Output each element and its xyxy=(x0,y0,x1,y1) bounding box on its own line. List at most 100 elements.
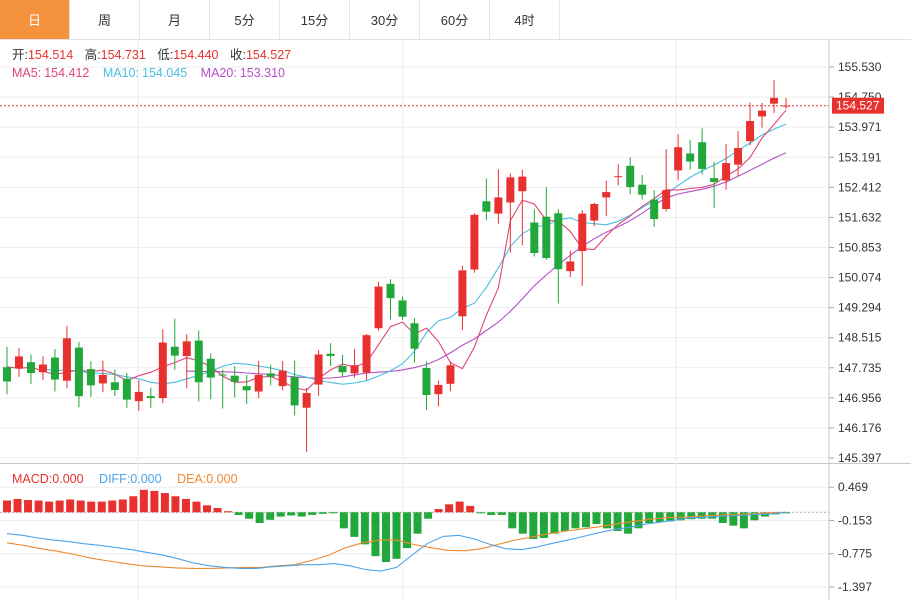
macd-histogram-bar xyxy=(466,505,475,513)
macd-histogram-bar xyxy=(139,489,148,513)
candle-body xyxy=(398,300,407,317)
candle-body xyxy=(362,335,371,373)
main-tick-label: 146.176 xyxy=(838,421,882,435)
candle-body xyxy=(698,142,707,169)
candle-body xyxy=(110,382,119,390)
dea-label: DEA: xyxy=(177,472,206,486)
candle-body xyxy=(374,286,383,329)
macd-histogram-bar xyxy=(45,501,54,513)
macd-histogram-bar xyxy=(508,512,517,529)
main-tick-label: 151.632 xyxy=(838,210,882,224)
macd-tick-label: -0.775 xyxy=(838,547,872,561)
close-label: 收: xyxy=(230,48,246,62)
candle-body xyxy=(494,197,503,214)
candle-body xyxy=(578,213,587,252)
macd-histogram-bar xyxy=(171,496,180,513)
tab-5[interactable]: 30分 xyxy=(350,0,420,39)
macd-tick-label: -0.153 xyxy=(838,513,872,527)
macd-histogram-bar xyxy=(108,500,117,513)
macd-histogram-bar xyxy=(718,512,727,523)
candlestick-series xyxy=(3,80,790,453)
candle-body xyxy=(722,163,731,181)
macd-histogram-bar xyxy=(434,509,443,513)
macd-histogram-bar xyxy=(266,512,275,520)
macd-histogram-bar xyxy=(381,512,390,563)
macd-histogram-bar xyxy=(476,512,485,514)
macd-histogram-bar xyxy=(645,512,654,523)
candle-body xyxy=(62,338,71,381)
ma5-label: MA5: xyxy=(12,66,41,80)
macd-histogram-bar xyxy=(603,512,612,529)
macd-info-row: MACD:0.000 DIFF:0.000 DEA:0.000 xyxy=(12,472,238,486)
open-label: 开: xyxy=(12,48,28,62)
last-price-tag-label: 154.527 xyxy=(836,99,880,113)
candle-body xyxy=(74,347,83,397)
tab-0[interactable]: 日 xyxy=(0,0,70,39)
candle-body xyxy=(254,374,263,392)
tab-1[interactable]: 周 xyxy=(70,0,140,39)
main-tick-label: 153.971 xyxy=(838,120,882,134)
tab-3[interactable]: 5分 xyxy=(210,0,280,39)
ma20-value: 153.310 xyxy=(240,66,285,80)
macd-tick-label: -1.397 xyxy=(838,580,872,594)
candle-body xyxy=(734,148,743,165)
tab-2[interactable]: 月 xyxy=(140,0,210,39)
macd-histogram-bar xyxy=(308,512,317,515)
tab-6[interactable]: 60分 xyxy=(420,0,490,39)
macd-histogram-bar xyxy=(24,499,33,513)
candle-body xyxy=(134,391,143,402)
candle-body xyxy=(98,374,107,384)
macd-histogram-bar xyxy=(339,512,348,529)
high-value: 154.731 xyxy=(101,48,146,62)
candle-body xyxy=(122,378,131,400)
last-price-marker: 154.527 xyxy=(0,97,884,114)
macd-tick-label: 0.469 xyxy=(838,480,868,494)
main-tick-label: 150.074 xyxy=(838,271,882,285)
macd-histogram-bar xyxy=(739,512,748,529)
candle-body xyxy=(206,358,215,378)
candle-body xyxy=(614,176,623,178)
macd-histogram-bar xyxy=(245,512,254,519)
candle-body xyxy=(626,165,635,188)
candle-body xyxy=(686,153,695,162)
candle-body xyxy=(758,110,767,117)
candle-body xyxy=(86,369,95,386)
macd-histogram-bar xyxy=(297,512,306,517)
macd-histogram-bar xyxy=(87,501,96,513)
macd-value: 0.000 xyxy=(52,472,83,486)
tab-4[interactable]: 15分 xyxy=(280,0,350,39)
candle-body xyxy=(710,178,719,182)
candle-body xyxy=(26,362,35,373)
macd-histogram-bar xyxy=(676,512,685,521)
macd-histogram-bar xyxy=(392,512,401,559)
candle-body xyxy=(566,261,575,272)
diff-value: 0.000 xyxy=(130,472,161,486)
macd-histogram-bar xyxy=(729,512,738,526)
candle-body xyxy=(170,346,179,356)
candle-body xyxy=(458,270,467,317)
macd-histogram-bar xyxy=(613,512,622,532)
candle-body xyxy=(218,374,227,376)
candle-body xyxy=(230,375,239,382)
macd-histogram-bar xyxy=(350,512,359,537)
dea-line xyxy=(6,511,787,569)
macd-histogram-bar xyxy=(213,508,222,513)
macd-histogram-bar xyxy=(160,493,169,513)
macd-histogram-bar xyxy=(76,500,85,513)
main-tick-label: 148.515 xyxy=(838,331,882,345)
macd-histogram-bar xyxy=(371,512,380,557)
macd-lines xyxy=(6,511,787,572)
macd-histogram-bar xyxy=(550,512,559,534)
macd-histogram-bar xyxy=(445,504,454,513)
ohlc-info-row: 开:154.514 高:154.731 低:154.440 收:154.527 xyxy=(12,47,291,62)
macd-histogram-bar xyxy=(487,512,496,515)
chart-area: 155.530154.750153.971153.191152.412151.6… xyxy=(0,40,911,600)
tab-7[interactable]: 4时 xyxy=(490,0,560,39)
candle-body xyxy=(470,214,479,270)
main-tick-label: 152.412 xyxy=(838,180,882,194)
candle-body xyxy=(482,201,491,212)
dea-value: 0.000 xyxy=(206,472,237,486)
candle-body xyxy=(158,342,167,399)
main-tick-label: 153.191 xyxy=(838,150,882,164)
main-tick-label: 149.294 xyxy=(838,301,882,315)
